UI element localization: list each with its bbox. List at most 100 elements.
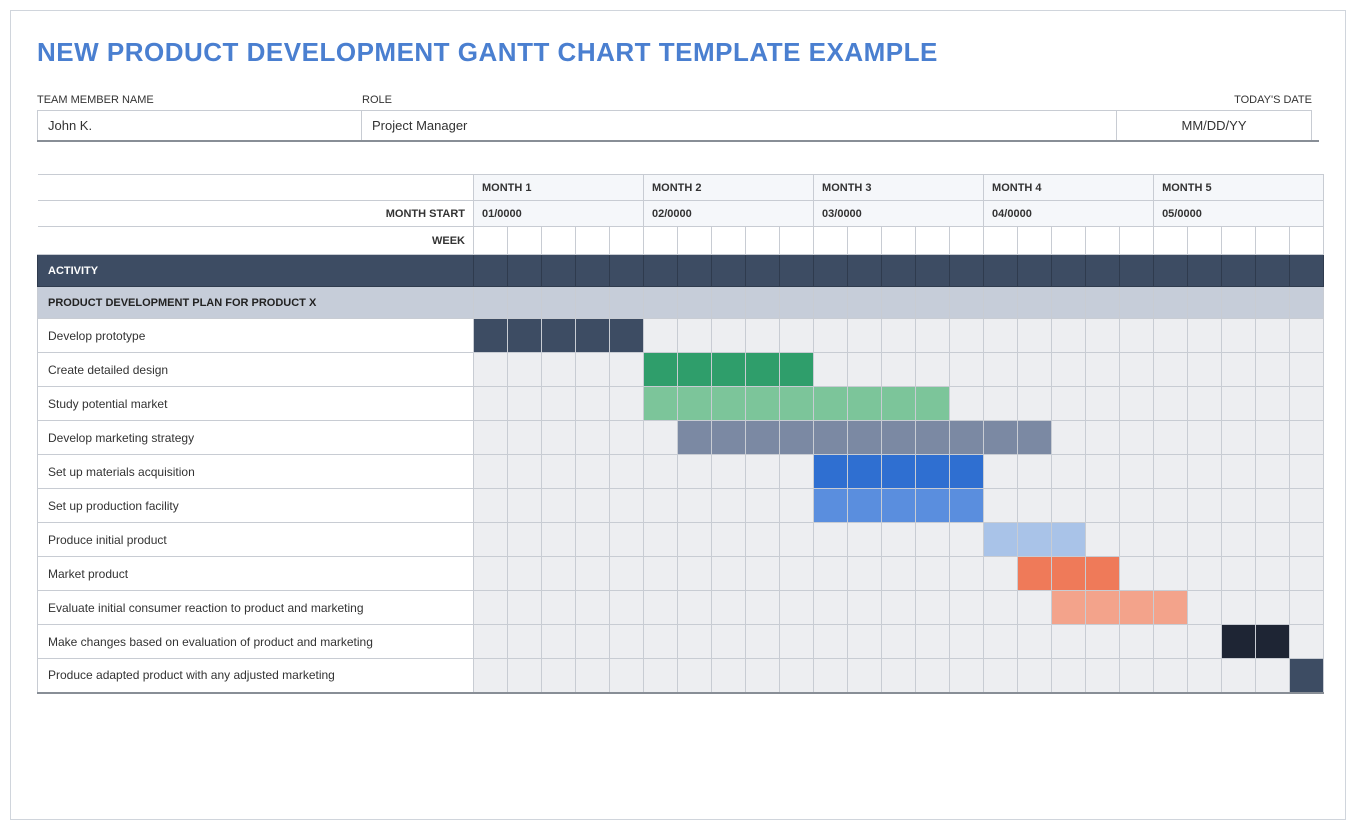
gantt-cell [1188,489,1222,523]
gantt-bar-cell [1052,591,1086,625]
gantt-cell [780,659,814,693]
gantt-bar-cell [950,455,984,489]
gantt-cell [1052,353,1086,387]
gantt-cell [576,557,610,591]
gantt-cell [610,421,644,455]
gantt-cell [814,319,848,353]
gantt-cell [1052,319,1086,353]
week-header-cell [474,227,508,255]
gantt-cell [474,659,508,693]
gantt-bar-cell [882,489,916,523]
week-header-cell [984,227,1018,255]
gantt-bar-cell [746,387,780,421]
gantt-bar-cell [984,523,1018,557]
gantt-cell [1154,489,1188,523]
gantt-cell [1120,557,1154,591]
gantt-cell [882,659,916,693]
gantt-cell [950,353,984,387]
gantt-bar-cell [746,353,780,387]
gantt-cell [1290,455,1324,489]
task-row: Set up production facility [38,489,1324,523]
gantt-bar-cell [814,387,848,421]
week-header-cell [644,227,678,255]
activity-header-cell [712,255,746,287]
gantt-cell [984,353,1018,387]
gantt-cell [916,557,950,591]
activity-header-cell [780,255,814,287]
task-label: Study potential market [38,387,474,421]
activity-header-cell [1290,255,1324,287]
gantt-cell [848,591,882,625]
gantt-cell [610,353,644,387]
gantt-cell [474,387,508,421]
gantt-cell [1120,659,1154,693]
gantt-bar-cell [814,455,848,489]
task-row: Develop marketing strategy [38,421,1324,455]
gantt-cell [644,625,678,659]
gantt-cell [882,591,916,625]
gantt-cell [1256,489,1290,523]
gantt-bar-cell [1120,591,1154,625]
gantt-cell [1120,387,1154,421]
gantt-cell [474,353,508,387]
gantt-cell [984,489,1018,523]
gantt-cell [712,319,746,353]
week-header-cell [950,227,984,255]
gantt-cell [712,591,746,625]
gantt-cell [984,557,1018,591]
week-header-cell [780,227,814,255]
gantt-cell [474,625,508,659]
gantt-cell [984,659,1018,693]
week-header-label: WEEK [38,227,474,255]
gantt-bar-cell [848,421,882,455]
week-header-cell [1188,227,1222,255]
team-member-name-value: John K. [37,110,362,140]
gantt-cell [542,455,576,489]
activity-header-cell [1256,255,1290,287]
gantt-cell [678,557,712,591]
gantt-cell [1188,455,1222,489]
gantt-cell [1290,489,1324,523]
gantt-cell [848,557,882,591]
gantt-cell [1290,319,1324,353]
section-header-cell [542,287,576,319]
gantt-cell [576,523,610,557]
gantt-cell [1256,591,1290,625]
gantt-bar-cell [1086,591,1120,625]
gantt-cell [508,387,542,421]
gantt-cell [610,557,644,591]
gantt-cell [950,557,984,591]
gantt-cell [644,557,678,591]
gantt-cell [1154,455,1188,489]
gantt-cell [678,591,712,625]
gantt-cell [542,353,576,387]
gantt-cell [610,387,644,421]
activity-header-label: ACTIVITY [38,255,474,287]
section-header-cell [712,287,746,319]
gantt-cell [1222,591,1256,625]
gantt-cell [1222,523,1256,557]
gantt-cell [882,353,916,387]
gantt-cell [1086,455,1120,489]
gantt-cell [916,659,950,693]
gantt-cell [712,625,746,659]
section-header-cell [1120,287,1154,319]
gantt-cell [678,319,712,353]
info-labels-row: TEAM MEMBER NAME ROLE TODAY'S DATE [37,94,1319,108]
gantt-cell [508,455,542,489]
gantt-cell [882,319,916,353]
gantt-cell [1222,489,1256,523]
week-header-cell [1018,227,1052,255]
gantt-cell [814,523,848,557]
activity-header-cell [882,255,916,287]
gantt-cell [474,455,508,489]
gantt-cell [1052,659,1086,693]
gantt-cell [780,591,814,625]
gantt-cell [610,659,644,693]
gantt-bar-cell [1018,557,1052,591]
activity-header-cell [916,255,950,287]
gantt-cell [1222,557,1256,591]
month-header-cell: MONTH 3 [814,175,984,201]
gantt-cell [644,591,678,625]
task-row: Create detailed design [38,353,1324,387]
